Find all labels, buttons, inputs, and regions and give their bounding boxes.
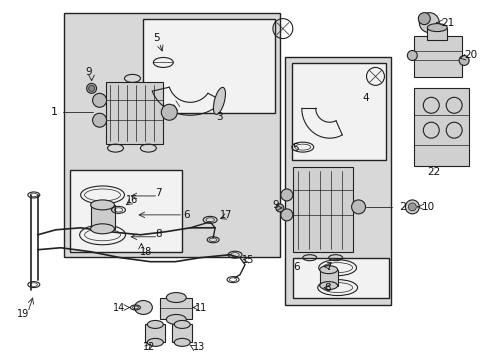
Bar — [172, 324, 192, 342]
Ellipse shape — [213, 87, 225, 114]
Ellipse shape — [407, 50, 416, 60]
Text: 21: 21 — [440, 18, 453, 28]
Text: 20: 20 — [463, 50, 476, 60]
Bar — [319, 270, 337, 285]
Text: 9: 9 — [271, 200, 278, 210]
Bar — [90, 205, 115, 229]
Bar — [145, 324, 165, 342]
Text: 8: 8 — [324, 283, 331, 293]
Ellipse shape — [147, 320, 163, 328]
Ellipse shape — [166, 293, 186, 302]
Ellipse shape — [427, 24, 447, 32]
Ellipse shape — [92, 93, 106, 107]
Bar — [413, 36, 461, 77]
Ellipse shape — [174, 338, 190, 346]
Ellipse shape — [458, 55, 468, 66]
Text: 5: 5 — [153, 32, 160, 42]
Bar — [105, 82, 163, 144]
Ellipse shape — [174, 320, 190, 328]
Text: 22: 22 — [427, 167, 440, 177]
Text: 6: 6 — [183, 210, 189, 220]
Ellipse shape — [147, 338, 163, 346]
Ellipse shape — [419, 13, 438, 32]
Ellipse shape — [134, 301, 152, 315]
Bar — [292, 258, 388, 298]
Text: 4: 4 — [362, 93, 368, 103]
Text: 7: 7 — [155, 188, 162, 198]
Ellipse shape — [166, 315, 186, 324]
Ellipse shape — [280, 209, 292, 221]
Text: 15: 15 — [242, 255, 254, 265]
Ellipse shape — [90, 200, 114, 210]
Text: 10: 10 — [422, 202, 434, 212]
Ellipse shape — [319, 282, 337, 289]
Ellipse shape — [275, 204, 283, 212]
Text: 6: 6 — [292, 262, 299, 272]
Text: 3: 3 — [215, 112, 222, 122]
Text: 19: 19 — [17, 310, 29, 319]
Bar — [143, 19, 274, 113]
Ellipse shape — [161, 104, 177, 120]
Bar — [63, 13, 279, 257]
Text: 9: 9 — [85, 67, 92, 77]
Ellipse shape — [88, 85, 94, 91]
Text: 18: 18 — [140, 247, 152, 257]
Text: 7: 7 — [324, 262, 331, 272]
Ellipse shape — [280, 189, 292, 201]
Bar — [291, 63, 386, 160]
Text: 8: 8 — [155, 229, 162, 239]
Ellipse shape — [417, 13, 429, 24]
Ellipse shape — [92, 113, 106, 127]
Text: 14: 14 — [113, 302, 125, 312]
Bar — [292, 167, 352, 252]
Text: 2: 2 — [399, 202, 406, 212]
Text: 11: 11 — [195, 302, 207, 312]
Text: 17: 17 — [220, 210, 232, 220]
Ellipse shape — [405, 200, 419, 214]
Ellipse shape — [351, 200, 365, 214]
Text: 13: 13 — [193, 342, 205, 352]
Bar — [160, 298, 192, 319]
Bar — [427, 28, 447, 40]
Bar — [69, 170, 182, 252]
Bar — [413, 88, 468, 166]
Text: 12: 12 — [143, 342, 156, 352]
Text: 16: 16 — [125, 195, 138, 205]
Ellipse shape — [319, 266, 337, 274]
Ellipse shape — [90, 224, 114, 234]
Ellipse shape — [86, 84, 96, 93]
Bar — [285, 58, 390, 305]
Text: 1: 1 — [51, 107, 58, 117]
Text: 5: 5 — [291, 143, 298, 153]
Ellipse shape — [407, 203, 415, 211]
